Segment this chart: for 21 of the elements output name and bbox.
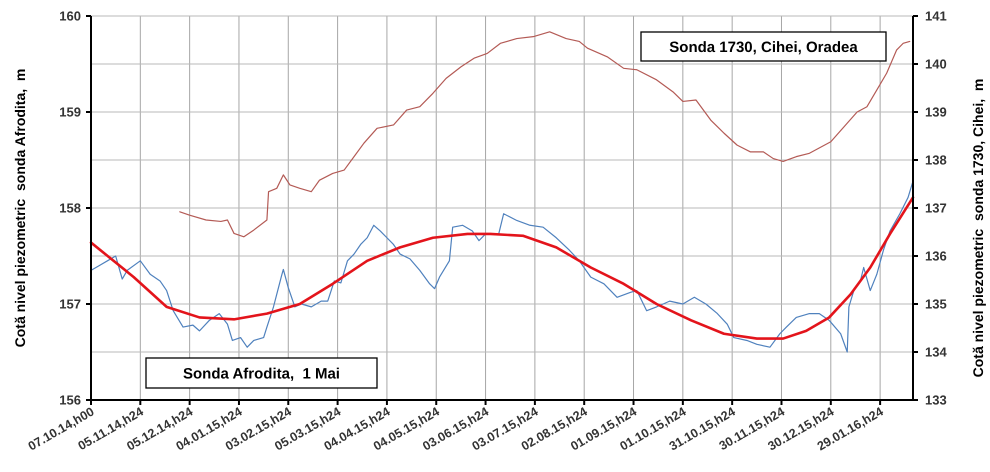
- y-tick-label: 159: [59, 104, 81, 120]
- y2-tick-label: 135: [925, 296, 947, 312]
- y2-axis-title: Cotă nivel piezometric sonda 1730, Cihei, m: [970, 78, 986, 378]
- line-series: [90, 180, 914, 353]
- y2-tick-label: 136: [925, 248, 947, 264]
- annotation: Sonda 1730, Cihei, Oradea: [669, 38, 858, 56]
- y2-tick-label: 139: [925, 104, 947, 120]
- y2-tick-label: 134: [925, 344, 948, 360]
- y-tick-label: 158: [59, 200, 81, 216]
- y2-tick-label: 137: [925, 200, 947, 216]
- annotation: Sonda Afrodita, 1 Mai: [183, 365, 340, 382]
- y2-tick-label: 138: [925, 152, 947, 168]
- y-tick-label: 157: [59, 296, 81, 312]
- y-axis-title: Cotă nivel piezometric sonda Afrodita, m: [12, 68, 28, 348]
- y2-tick-label: 141: [925, 8, 947, 24]
- line-series: [90, 196, 914, 340]
- y2-tick-label: 140: [925, 56, 947, 72]
- y-tick-label: 156: [59, 392, 81, 408]
- y2-tick-label: 133: [925, 392, 947, 408]
- y-tick-label: 160: [59, 8, 81, 24]
- line-series: [179, 31, 910, 238]
